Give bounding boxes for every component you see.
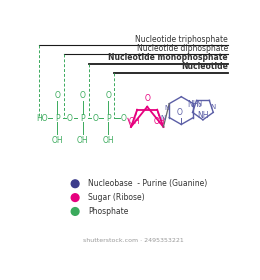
- Text: O: O: [121, 114, 127, 123]
- Text: O: O: [177, 108, 183, 117]
- Text: OH: OH: [129, 117, 141, 126]
- Text: shutterstock.com · 2495353221: shutterstock.com · 2495353221: [83, 238, 184, 243]
- Circle shape: [71, 194, 79, 201]
- Text: N: N: [211, 104, 216, 110]
- Text: O: O: [92, 114, 98, 123]
- Text: Nucleotide monophosphate: Nucleotide monophosphate: [108, 53, 228, 62]
- Text: OH: OH: [103, 136, 114, 145]
- Text: N: N: [161, 115, 166, 120]
- Text: Sugar (Ribose): Sugar (Ribose): [88, 193, 145, 202]
- Text: OH: OH: [154, 117, 165, 126]
- Text: OH: OH: [51, 136, 63, 145]
- Text: NH₂: NH₂: [187, 100, 202, 109]
- Text: O: O: [54, 91, 60, 100]
- Text: P: P: [55, 114, 60, 123]
- Text: O: O: [80, 91, 86, 100]
- Text: HO: HO: [36, 114, 48, 123]
- Circle shape: [71, 180, 79, 188]
- Text: Nucleobase  - Purine (Guanine): Nucleobase - Purine (Guanine): [88, 179, 207, 188]
- Text: O: O: [106, 91, 111, 100]
- Circle shape: [71, 207, 79, 215]
- Text: P: P: [106, 114, 111, 123]
- Text: OH: OH: [77, 136, 89, 145]
- Text: NH: NH: [197, 111, 209, 120]
- Text: N: N: [197, 101, 202, 107]
- Text: N: N: [164, 105, 170, 111]
- Text: O: O: [144, 94, 150, 103]
- Text: Nucleotide triphosphate: Nucleotide triphosphate: [135, 35, 228, 44]
- Text: P: P: [81, 114, 85, 123]
- Text: Nucleotide: Nucleotide: [181, 62, 228, 71]
- Text: Nucleotide diphosphate: Nucleotide diphosphate: [136, 44, 228, 53]
- Text: O: O: [67, 114, 73, 123]
- Text: Phosphate: Phosphate: [88, 207, 129, 216]
